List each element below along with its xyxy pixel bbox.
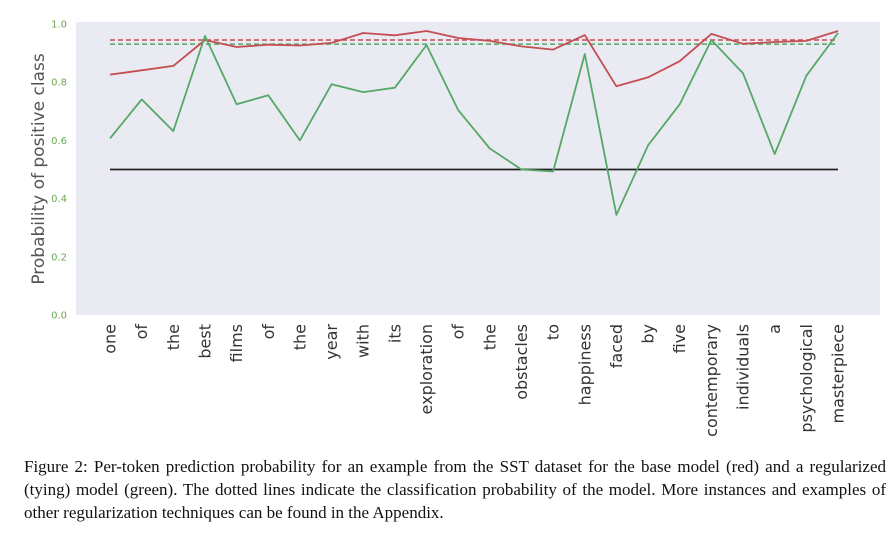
series-lines [109, 30, 839, 216]
x-tick-label: of [132, 324, 151, 340]
y-axis-label: Probability of positive class [29, 53, 49, 284]
x-tick-label: happiness [575, 324, 594, 405]
line-chart: 0.00.20.40.60.81.0 one of the best films of th… [29, 20, 880, 437]
y-tick-label: 0.6 [51, 136, 67, 147]
y-tick-label: 0.2 [51, 252, 67, 263]
x-tick-label: obstacles [512, 324, 531, 400]
plot-area [76, 22, 880, 315]
figure-caption: Figure 2: Per-token prediction probabili… [24, 457, 886, 522]
y-axis-ticks: 0.0 0.2 0.4 0.6 0.8 1.0 [51, 20, 67, 322]
x-tick-label: faced [607, 324, 626, 368]
x-tick-label: its [385, 324, 404, 343]
x-tick-label: year [322, 324, 341, 360]
x-tick-label: the [480, 324, 499, 350]
x-tick-label: psychological [797, 324, 816, 433]
x-tick-label: the [290, 324, 309, 350]
series-line-1 [109, 32, 839, 216]
x-axis-ticks: one of the best films of the year with its explora… [101, 324, 848, 437]
x-tick-label: of [259, 324, 278, 340]
y-tick-label: 0.8 [51, 78, 67, 89]
x-tick-label: one [101, 324, 120, 354]
x-tick-label: masterpiece [829, 324, 848, 424]
y-tick-label: 0.4 [51, 194, 67, 205]
series-line-0 [109, 30, 839, 88]
x-tick-label: exploration [417, 324, 436, 414]
x-tick-label: the [164, 324, 183, 350]
x-tick-label: five [670, 324, 689, 353]
x-tick-label: contemporary [702, 324, 721, 437]
y-tick-label: 0.0 [51, 311, 67, 322]
x-tick-label: of [449, 324, 468, 340]
x-tick-label: with [354, 324, 373, 358]
x-tick-label: films [227, 324, 246, 362]
x-tick-label: a [765, 324, 784, 334]
x-tick-label: best [196, 324, 215, 359]
x-tick-label: by [639, 324, 658, 344]
y-tick-label: 1.0 [51, 20, 67, 31]
x-tick-label: individuals [734, 324, 753, 410]
x-tick-label: to [544, 324, 563, 340]
